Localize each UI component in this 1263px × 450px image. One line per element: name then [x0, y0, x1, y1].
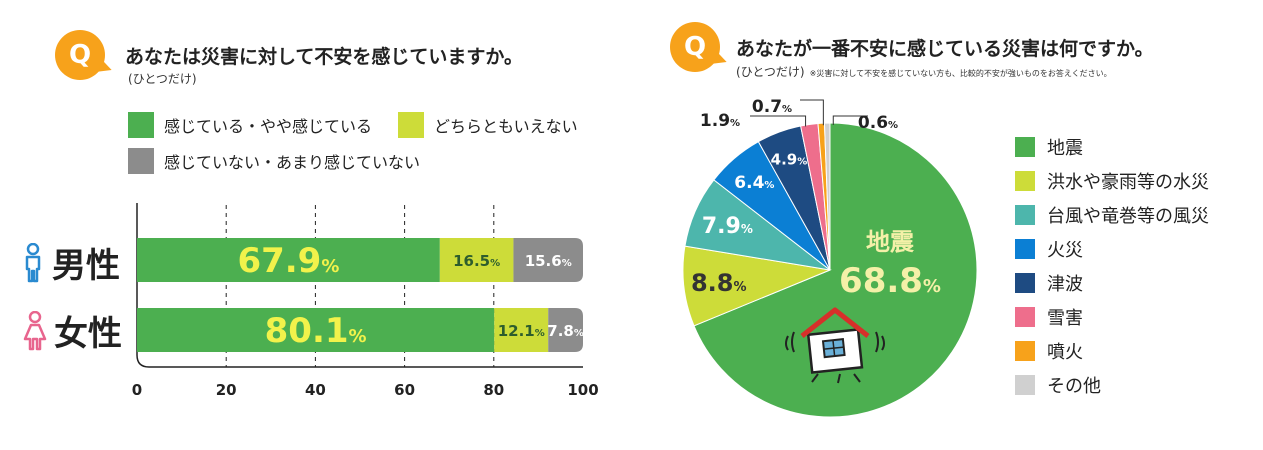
x-tick-label: 100: [567, 381, 598, 399]
bar-value-label: 12.1%: [498, 322, 545, 340]
legend-swatch: [1015, 171, 1035, 191]
bar-value-label: 16.5%: [453, 252, 500, 270]
left-question-sub: (ひとつだけ): [128, 72, 197, 86]
leader-line: [800, 99, 824, 126]
pie-value-label: 0.6%: [858, 113, 898, 133]
question-badge-left: Q: [55, 30, 105, 80]
legend-swatch: [1015, 137, 1035, 157]
pie-legend-item: 台風や竜巻等の風災: [1015, 198, 1209, 232]
question-badge-letter: Q: [68, 40, 92, 70]
legend-label: 感じている・やや感じている: [164, 117, 373, 136]
bar-segment: [439, 238, 514, 282]
row-label-text: 男性: [52, 246, 120, 286]
pie-value-label: 7.9%: [702, 214, 753, 239]
pie-slice: [682, 245, 832, 327]
pie-legend-item: 火災: [1015, 232, 1209, 266]
legend-label: 雪害: [1047, 308, 1083, 329]
bar-value-label: 67.9%: [237, 241, 339, 281]
bar-segment: [513, 238, 583, 282]
legend-label: 火災: [1047, 240, 1083, 261]
bar-segment: [137, 308, 495, 352]
right-question-sub: (ひとつだけ): [736, 65, 805, 79]
pie-legend-item: 噴火: [1015, 334, 1209, 368]
leader-line: [832, 115, 868, 126]
bar-segment: [494, 308, 549, 352]
legend-swatch: [1015, 375, 1035, 395]
right-question-subline: (ひとつだけ) ※災害に対して不安を感じていない方も、比較的不安が強いものをお答…: [736, 61, 1112, 80]
legend-swatch: [1015, 239, 1035, 259]
pie-value-label: 1.9%: [700, 111, 740, 131]
stacked-bar-chart: 0 20 40 60 80 100 67.9% 16.5% 15.6% 80.1% 12.1% 7.8…: [132, 203, 599, 399]
right-question-note: ※災害に対して不安を感じていない方も、比較的不安が強いものをお答えください。: [809, 69, 1112, 78]
pie-slice: [823, 122, 831, 271]
chart-axis: [136, 203, 583, 368]
pie-value-label: 8.8%: [691, 269, 747, 297]
bar-value-label: 80.1%: [265, 311, 367, 351]
x-tick-label: 0: [132, 381, 142, 399]
left-question-title: あなたは災害に対して不安を感じていますか。: [125, 46, 524, 68]
legend-item-feel-anxious: 感じている・やや感じている: [128, 112, 372, 138]
male-icon: [25, 242, 41, 282]
bar-value-label: 15.6%: [525, 252, 572, 270]
legend-item-neutral: どちらともいえない: [398, 112, 578, 138]
pie-center-label: 地震: [866, 228, 915, 256]
legend-label: 洪水や豪雨等の水災: [1047, 172, 1209, 193]
legend-label: どちらともいえない: [434, 117, 578, 136]
pie-slice: [693, 122, 978, 418]
row-label-male: 男性: [22, 238, 120, 287]
bar-segment: [137, 238, 440, 282]
bar-segment: [548, 308, 583, 352]
pie-legend: 地震洪水や豪雨等の水災 台風や竜巻等の風災 火災津波雪害噴火その他: [1015, 130, 1209, 402]
legend-swatch-green: [128, 112, 154, 138]
house-shaking-icon: [785, 307, 885, 384]
pie-chart: 地震 68.8% 8.8% 7.9% 6.4% 4.9% 1.9% 0.7% 0.6%: [682, 97, 978, 418]
x-tick-label: 20: [216, 381, 237, 399]
pie-legend-item: 地震: [1015, 130, 1209, 164]
row-label-female: 女性: [22, 306, 122, 355]
bar-value-label: 7.8%: [547, 322, 584, 340]
pie-legend-item: 津波: [1015, 266, 1209, 300]
x-tick-label: 80: [483, 381, 504, 399]
legend-label: 噴火: [1047, 342, 1083, 363]
legend-label: 津波: [1047, 274, 1083, 295]
legend-swatch-lime: [398, 112, 424, 138]
x-tick-label: 40: [305, 381, 326, 399]
pie-value-label: 4.9%: [771, 151, 808, 169]
x-tick-label: 60: [394, 381, 415, 399]
legend-label: その他: [1047, 376, 1101, 397]
row-label-text: 女性: [54, 314, 122, 354]
pie-legend-item: 洪水や豪雨等の水災: [1015, 164, 1209, 198]
legend-swatch: [1015, 307, 1035, 327]
legend-label: 台風や竜巻等の風災: [1047, 206, 1209, 227]
pie-value-label: 6.4%: [734, 173, 774, 193]
legend-swatch: [1015, 205, 1035, 225]
leader-line: [750, 115, 807, 127]
legend-swatch: [1015, 341, 1035, 361]
legend-swatch-gray: [128, 148, 154, 174]
legend-item-not-anxious: 感じていない・あまり感じていない: [128, 148, 420, 174]
pie-legend-item: 雪害: [1015, 300, 1209, 334]
legend-label: 感じていない・あまり感じていない: [164, 153, 421, 172]
pie-value-label: 0.7%: [752, 97, 792, 117]
legend-label: 地震: [1047, 138, 1083, 159]
right-question-title: あなたが一番不安に感じている災害は何ですか。: [736, 38, 1154, 60]
female-icon: [23, 310, 47, 350]
question-badge-right: Q: [670, 22, 720, 72]
pie-legend-item: その他: [1015, 368, 1209, 402]
pie-value-label: 68.8%: [839, 261, 941, 301]
legend-swatch: [1015, 273, 1035, 293]
question-badge-letter: Q: [683, 32, 707, 62]
